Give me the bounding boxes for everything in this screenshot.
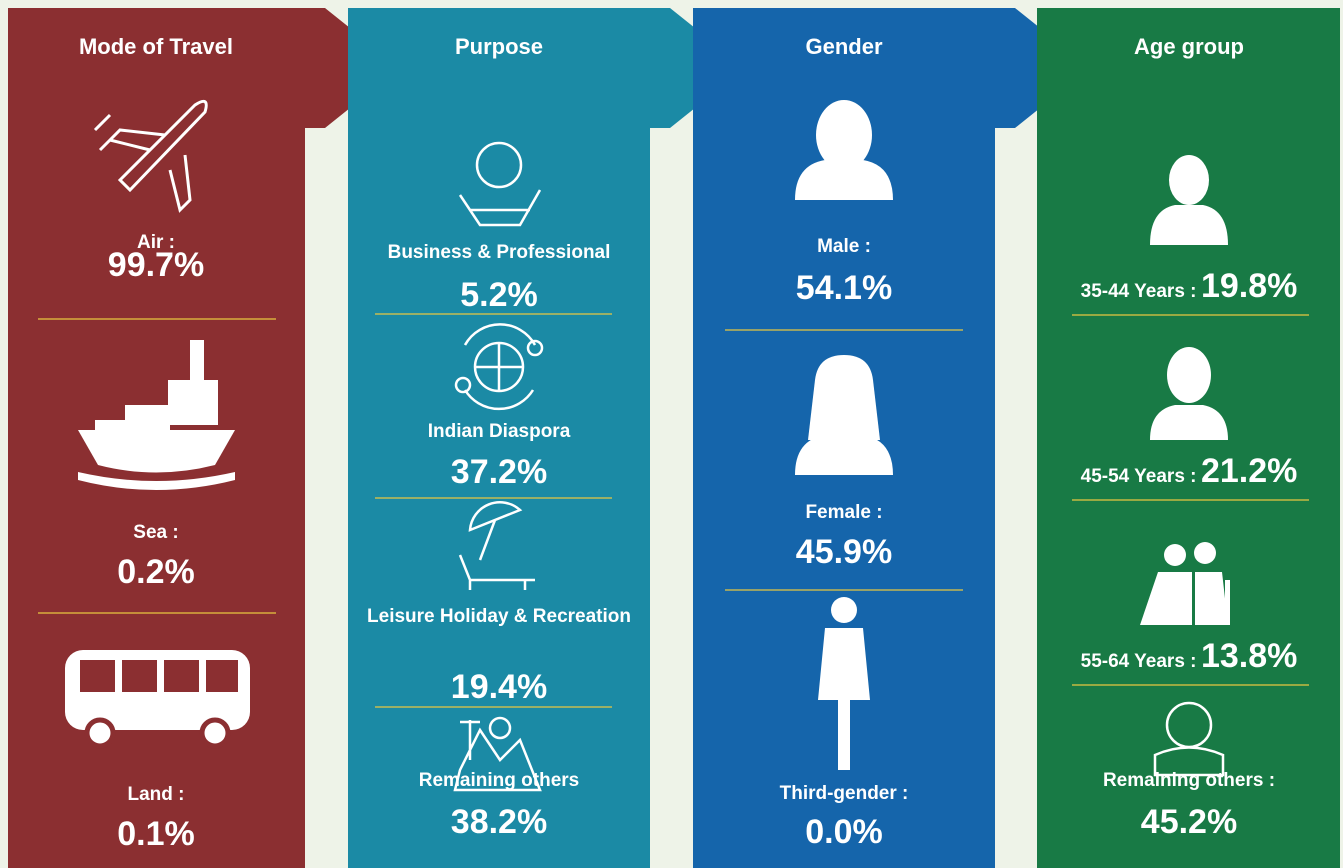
item-value: 0.1%: [117, 815, 195, 853]
item-label: 55-64 Years :: [1080, 651, 1197, 672]
item-value: 0.0%: [805, 813, 883, 851]
bus-icon: [65, 650, 250, 749]
dividers: [38, 313, 1309, 708]
item-value: 37.2%: [450, 453, 548, 491]
item-value: 38.2%: [450, 803, 548, 841]
column-title: Gender: [805, 34, 883, 59]
gender-icons: [795, 100, 893, 770]
item-value: 5.2%: [460, 276, 538, 314]
column-title: Mode of Travel: [78, 34, 234, 59]
item-value: 13.8%: [1200, 637, 1298, 675]
age-others-icon: [1153, 701, 1225, 777]
item-label: Land :: [127, 784, 185, 805]
item-label: Remaining others :: [1102, 770, 1276, 791]
item-label: Male :: [817, 236, 871, 257]
item-value: 21.2%: [1200, 452, 1298, 490]
item-row: 55-64 Years : 13.8%: [1044, 636, 1334, 677]
item-label: Leisure Holiday & Recreation: [367, 606, 631, 627]
item-label: 35-44 Years :: [1080, 281, 1197, 302]
item-label: Third-gender :: [779, 783, 909, 804]
panel: [348, 8, 745, 868]
item-label: Remaining others: [418, 770, 580, 791]
item-label: Air :: [137, 232, 175, 253]
item-label: Sea :: [133, 522, 179, 543]
item-value: 19.8%: [1200, 267, 1298, 305]
column-title: Purpose: [454, 34, 544, 59]
item-label: 45-54 Years :: [1080, 466, 1197, 487]
column-title: Age group: [1134, 34, 1244, 59]
item-label: Indian Diaspora: [427, 421, 571, 442]
item-value: 99.7%: [107, 246, 205, 284]
plane-icon: [93, 99, 208, 213]
item-value: 45.2%: [1140, 803, 1238, 841]
item-value: 54.1%: [795, 269, 893, 307]
item-value: 0.2%: [117, 553, 195, 591]
item-row: 35-44 Years : 19.8%: [1044, 266, 1334, 307]
item-label: Female :: [805, 502, 883, 523]
item-label: Business & Professional: [387, 242, 611, 263]
age-icons: [1140, 155, 1230, 625]
item-row: 45-54 Years : 21.2%: [1044, 451, 1334, 492]
item-value: 45.9%: [795, 533, 893, 571]
purpose-icons: [453, 141, 544, 792]
ship-icon: [78, 340, 235, 490]
panel: [693, 8, 1090, 868]
item-value: 19.4%: [450, 668, 548, 706]
